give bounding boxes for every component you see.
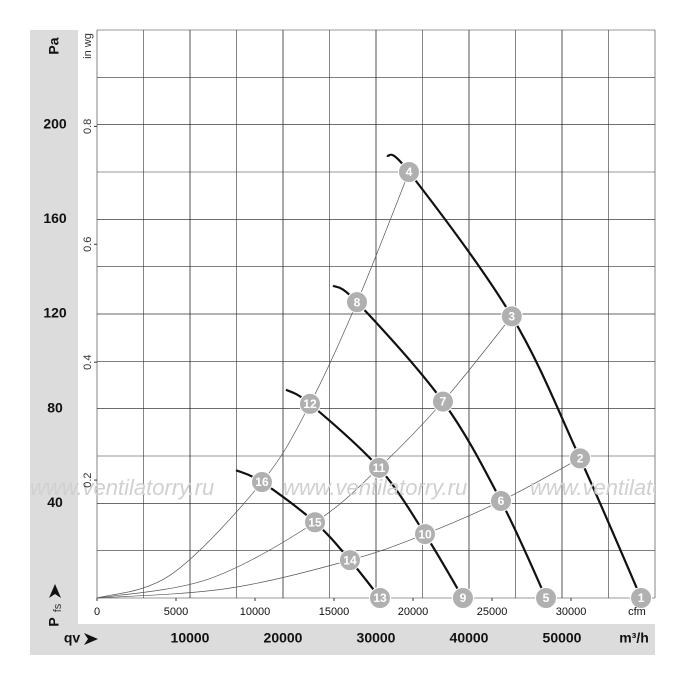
point-marker [630,587,653,609]
x-tick-label: 20000 [264,630,303,646]
x2-tick-label: 20000 [398,606,429,618]
point-marker [431,390,454,413]
y-tick-label: 200 [43,115,67,131]
y2-tick-label: 0.8 [82,119,94,134]
point-label: 15 [308,515,322,529]
x2-tick-label: 5000 [164,606,188,618]
point-label: 16 [255,475,269,489]
left-panel [30,30,78,655]
x2-tick-label: 10000 [240,606,271,618]
y2-axis-label: in wg [82,33,94,59]
point-marker [250,471,273,494]
point-marker [535,587,558,609]
x2-tick-label: 15000 [319,606,350,618]
y2-tick-label: 0.6 [82,237,94,252]
x-axis-symbol: qv [64,630,81,646]
watermark: www.ventilatorry.ru [530,475,684,500]
y-arrow [49,584,61,598]
point-marker [500,305,523,328]
point-marker [451,587,474,609]
point-label: 6 [498,494,505,508]
x2-tick-label: 25000 [477,606,508,618]
point-marker [414,523,437,546]
y-axis-symbol-sub: fs [52,603,64,612]
x2-tick-label: 30000 [556,606,587,618]
point-label: 1 [638,591,645,605]
point-marker [338,549,361,572]
curve [96,171,410,599]
watermark: www.ventilatorry.ru [30,475,214,500]
x-tick-label: 30000 [357,630,396,646]
point-label: 7 [440,395,447,409]
point-label: 13 [373,591,387,605]
y-tick-label: 160 [43,210,67,226]
y-tick-label: 80 [47,399,63,415]
y2-tick-label: 0.2 [82,472,94,487]
y-axis-label: Pa [46,37,62,54]
x-tick-label: 50000 [543,630,582,646]
point-marker [398,161,421,183]
point-label: 2 [577,452,584,466]
y-axis-symbol: P [46,617,62,626]
curve [332,284,548,599]
point-marker [489,489,512,512]
point-label: 11 [373,461,386,475]
y-tick-label: 120 [43,305,67,321]
point-label: 9 [460,591,467,605]
bottom-panel [30,624,655,655]
y2-tick-label: 0.4 [82,355,94,370]
point-label: 12 [303,397,317,411]
point-label: 5 [543,591,550,605]
point-label: 10 [418,527,432,541]
point-marker [346,291,369,314]
point-label: 14 [343,553,357,567]
point-label: 3 [508,310,515,324]
x-axis-label: m³/h [619,630,649,646]
point-marker [303,511,326,534]
point-marker [367,456,390,479]
x-tick-label: 10000 [171,630,210,646]
point-marker [368,587,391,609]
point-label: 8 [354,295,361,309]
watermark: www.ventilatorry.ru [283,475,467,500]
x2-tick-label: 0 [94,606,100,618]
curve [96,316,513,599]
x-arrow [84,633,98,645]
point-label: 4 [406,165,413,179]
y-tick-label: 40 [47,494,63,510]
x2-axis-label: cfm [628,606,646,618]
point-marker [298,392,321,415]
x-tick-label: 40000 [450,630,489,646]
point-marker [569,447,592,470]
